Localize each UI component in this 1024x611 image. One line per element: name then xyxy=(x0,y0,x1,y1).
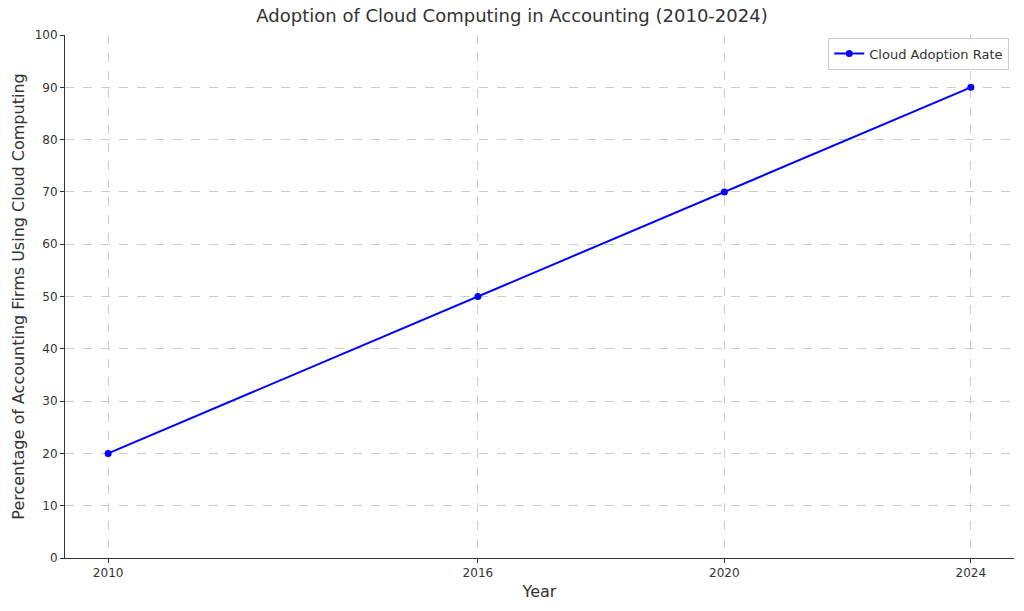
svg-text:100: 100 xyxy=(35,28,58,42)
svg-text:90: 90 xyxy=(42,81,57,95)
svg-text:Cloud Adoption Rate: Cloud Adoption Rate xyxy=(869,47,1002,62)
svg-text:80: 80 xyxy=(42,133,57,147)
svg-text:Adoption of Cloud Computing in: Adoption of Cloud Computing in Accountin… xyxy=(256,5,767,26)
svg-text:2010: 2010 xyxy=(93,566,124,580)
svg-text:0: 0 xyxy=(50,551,58,565)
svg-text:20: 20 xyxy=(42,447,57,461)
svg-text:2024: 2024 xyxy=(956,566,987,580)
svg-text:2016: 2016 xyxy=(463,566,494,580)
svg-text:70: 70 xyxy=(42,185,57,199)
svg-text:50: 50 xyxy=(42,290,57,304)
svg-text:30: 30 xyxy=(42,394,57,408)
svg-text:Percentage of Accounting Firms: Percentage of Accounting Firms Using Clo… xyxy=(9,73,28,519)
svg-text:60: 60 xyxy=(42,237,57,251)
svg-text:10: 10 xyxy=(42,499,57,513)
svg-text:Year: Year xyxy=(522,582,557,601)
svg-text:2020: 2020 xyxy=(709,566,740,580)
svg-text:40: 40 xyxy=(42,342,57,356)
